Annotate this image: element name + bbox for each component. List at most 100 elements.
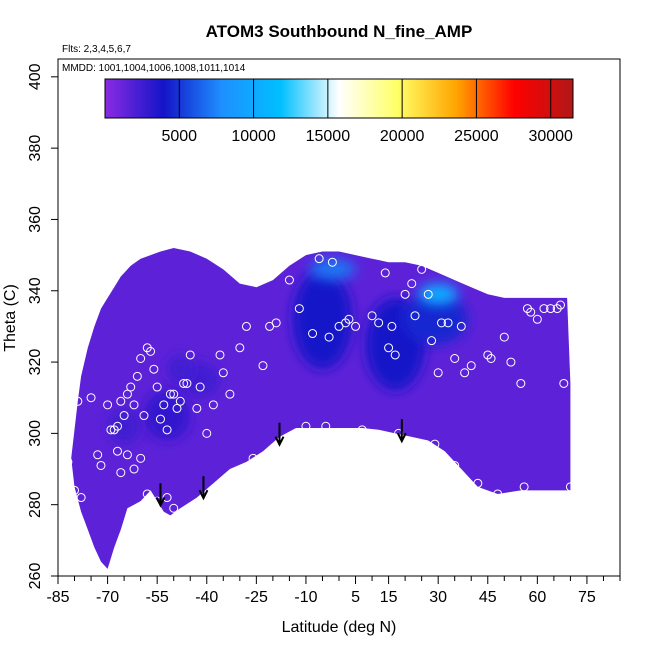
data-point [136,453,146,463]
data-point [116,396,126,406]
marker-arrow [198,476,209,501]
data-point [63,457,73,467]
field-region [107,408,141,445]
data-point [96,460,106,470]
data-point [324,332,334,342]
data-point [294,304,304,314]
data-point [225,389,235,399]
data-point [86,393,96,403]
data-point [271,318,281,328]
colorbar-tick-label: 20000 [380,128,425,145]
data-point [169,389,179,399]
data-point [155,414,165,424]
x-tick-label: 5 [351,589,360,606]
data-point [546,304,556,314]
data-point [146,346,156,356]
data-point [235,343,245,353]
data-point [116,468,126,478]
data-point [460,368,470,378]
data-point [486,354,496,364]
data-point [519,482,529,492]
data-point [132,371,142,381]
data-point [165,389,175,399]
data-point [450,354,460,364]
x-tick-label: 60 [528,589,546,606]
data-point [427,336,437,346]
data-point [423,289,433,299]
data-point [321,421,331,431]
data-point [136,354,146,364]
data-point [179,378,189,388]
data-point [532,314,542,324]
field-region [401,294,468,345]
data-point [103,400,113,410]
data-point [384,343,394,353]
data-point [248,453,258,463]
data-point [169,503,179,513]
colorbar: 5000 10000 15000 20000 25000 30000 [104,78,574,145]
y-tick-label: 300 [27,420,44,447]
data-point [367,311,377,321]
data-point [129,464,139,474]
data-point [357,425,367,435]
data-point [516,378,526,388]
data-point [122,389,132,399]
y-tick-label: 400 [27,63,44,90]
field-region [143,390,191,441]
data-point [152,382,162,392]
data-point [559,378,569,388]
data-point [499,332,509,342]
x-tick-label: 15 [380,589,398,606]
data-point [327,257,337,267]
data-point [175,396,185,406]
data-point [126,382,136,392]
y-tick-label: 260 [27,563,44,590]
y-axis-label: Theta (C) [2,284,19,352]
data-point [344,314,354,324]
data-point [436,318,446,328]
data-point [308,329,318,339]
data-point [555,300,565,310]
x-tick-label: -10 [294,589,317,606]
heatmap-field [60,248,575,569]
data-point [162,425,172,435]
y-axis: 260 280 300 320 340 360 380 400 [27,63,58,589]
x-tick-label: 30 [429,589,447,606]
x-axis: -85 -70 -55 -40 -25 -10 5 15 30 45 60 75 [46,576,621,606]
data-point [119,411,129,421]
data-point [241,321,251,331]
x-tick-label: -25 [245,589,268,606]
data-point [172,403,182,413]
data-point [73,396,83,406]
data-point [195,382,205,392]
data-point [159,400,169,410]
y-tick-label: 280 [27,491,44,518]
x-tick-label: -55 [146,589,169,606]
marker-arrow [155,483,166,508]
data-point [70,485,80,495]
data-point [185,350,195,360]
data-point [126,550,136,560]
colorbar-tick-label: 30000 [528,128,573,145]
data-point [93,450,103,460]
data-point [473,478,483,488]
y-tick-label: 380 [27,135,44,162]
flights-annotation: Flts: 2,3,4,5,6,7 [62,44,131,55]
data-point [565,482,575,492]
colorbar-fill [104,78,574,119]
data-point [301,421,311,431]
data-point [417,264,427,274]
data-point [215,350,225,360]
field-region [292,269,353,370]
data-point [539,304,549,314]
y-tick-label: 320 [27,349,44,376]
data-point [387,321,397,331]
x-axis-label: Latitude (deg N) [282,619,397,636]
field-region [167,354,194,384]
data-point [410,311,420,321]
marker-arrow [274,422,285,447]
field-region [418,283,459,306]
data-point [139,411,149,421]
